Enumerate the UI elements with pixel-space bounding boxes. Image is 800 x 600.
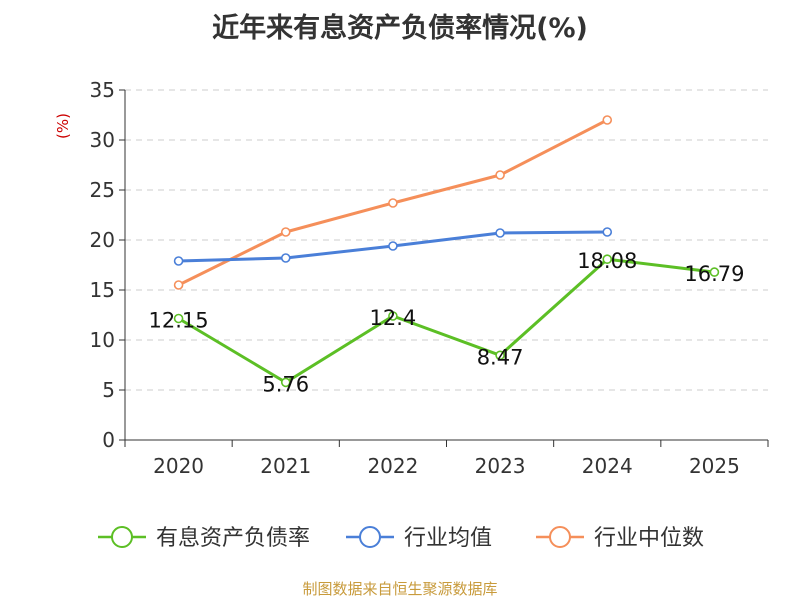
data-point [495,350,505,361]
data-point [280,253,291,263]
y-tick-label: 15 [90,278,115,302]
data-label: 5.76 [262,372,309,396]
legend-marker [111,526,133,548]
series-lines [173,115,720,388]
y-tick-label: 20 [90,228,115,252]
data-point [495,170,505,180]
data-point [388,241,398,251]
source-note: 制图数据来自恒生聚源数据库 [302,580,498,598]
y-tick-label: 5 [102,378,115,402]
axes [119,89,769,447]
x-tick-label: 2021 [260,454,311,478]
x-tick-label: 2020 [153,454,204,478]
data-point [173,313,184,324]
x-tick-label: 2024 [582,454,633,478]
y-tick-label: 35 [90,78,115,102]
legend-marker [359,526,381,548]
data-point [602,227,613,237]
data-point [495,228,505,238]
y-tick-label: 0 [102,428,115,452]
y-axis-label: (%) [54,113,72,139]
y-tick-label: 30 [90,128,115,152]
y-tick-label: 25 [90,178,115,202]
legend-label: 有息资产负债率 [156,526,310,551]
data-point [280,377,291,388]
x-tick-label: 2025 [689,454,740,478]
legend-label: 行业均值 [404,526,492,551]
y-tick-label: 10 [90,328,115,352]
data-point [173,280,184,290]
data-point [173,256,184,266]
chart-title: 近年来有息资产负债率情况(%) [212,13,588,44]
data-point [709,267,720,277]
data-point [280,227,291,237]
legend: 有息资产负债率 行业均值 行业中位数 [98,526,704,551]
data-point [602,115,613,125]
x-tick-label: 2022 [367,454,418,478]
data-point [388,311,398,321]
legend-label: 行业中位数 [594,526,704,551]
data-label: 18.08 [577,249,637,273]
data-labels: 12.15 5.76 12.4 8.47 18.08 16.79 [149,249,745,396]
data-label: 12.4 [370,306,417,330]
data-point [388,198,398,208]
series-line [177,257,715,384]
data-label: 16.79 [684,262,744,286]
data-label: 12.15 [149,309,209,333]
data-label: 8.47 [477,345,524,369]
x-tick-label: 2023 [475,454,526,478]
legend-marker [549,526,571,548]
data-point [602,254,613,265]
